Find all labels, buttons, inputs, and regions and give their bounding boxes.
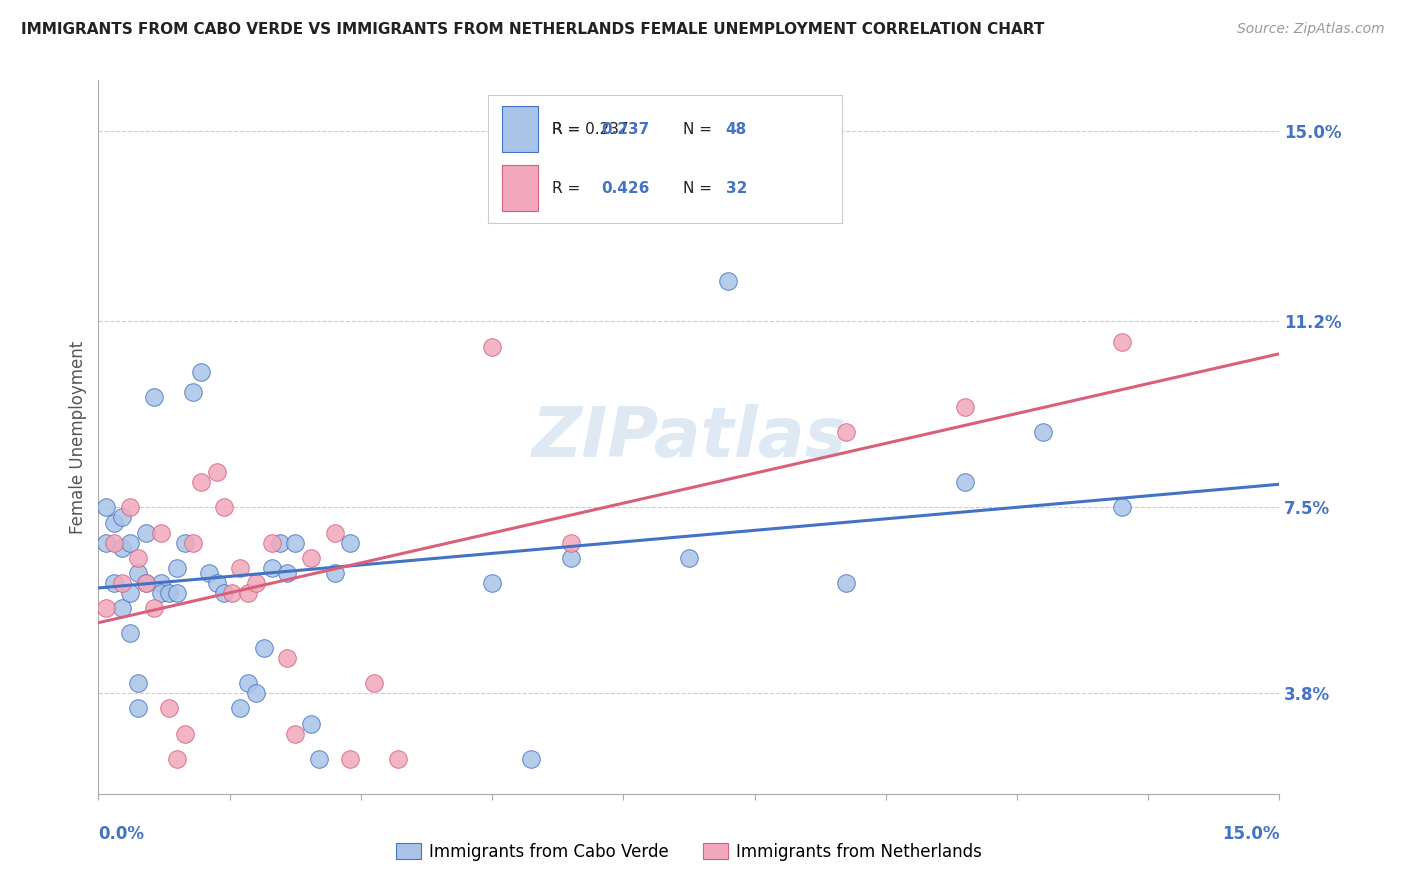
Point [127,550,149,565]
Point [157,586,180,600]
Point [197,566,219,580]
Point [214,586,236,600]
Point [150,525,173,540]
Point [135,525,157,540]
Point [181,535,204,549]
Point [253,641,276,656]
Point [339,752,361,766]
Point [678,550,700,565]
Text: 0.0%: 0.0% [98,825,145,843]
Point [111,575,134,590]
Point [96,535,118,549]
Point [717,274,740,288]
Point [166,586,188,600]
Point [127,566,149,580]
Point [520,752,543,766]
Point [214,500,236,515]
Point [150,575,173,590]
Point [103,575,125,590]
Point [260,560,283,574]
Point [560,550,582,565]
Point [1111,334,1133,349]
Point [166,752,188,766]
Point [323,525,346,540]
Point [190,475,212,490]
Point [481,575,503,590]
Point [308,752,330,766]
Point [229,701,252,715]
Point [835,575,858,590]
Point [103,535,125,549]
Point [1111,500,1133,515]
Point [118,500,141,515]
Point [481,340,503,354]
Point [142,390,165,404]
Point [174,535,197,549]
Point [276,651,298,665]
Point [118,586,141,600]
Point [323,566,346,580]
Point [299,716,322,731]
Point [118,535,141,549]
Point [284,726,307,740]
Point [174,726,197,740]
Point [245,686,267,700]
Point [157,701,180,715]
Point [835,425,858,439]
Point [953,475,976,490]
Point [166,560,188,574]
Legend: Immigrants from Cabo Verde, Immigrants from Netherlands: Immigrants from Cabo Verde, Immigrants f… [389,837,988,868]
Point [363,676,385,690]
Point [245,575,267,590]
Point [111,510,134,524]
Point [135,575,157,590]
Point [953,400,976,414]
Point [190,365,212,379]
Text: Source: ZipAtlas.com: Source: ZipAtlas.com [1237,22,1385,37]
Point [387,752,409,766]
Point [150,586,173,600]
Point [111,601,134,615]
Text: ZIPatlas: ZIPatlas [531,403,846,471]
Text: 15.0%: 15.0% [1222,825,1279,843]
Point [236,676,259,690]
Y-axis label: Female Unemployment: Female Unemployment [69,341,87,533]
Point [135,575,157,590]
Point [111,541,134,555]
Point [142,601,165,615]
Point [260,535,283,549]
Point [269,535,291,549]
Point [181,384,204,399]
Point [276,566,298,580]
Point [229,560,252,574]
Point [103,516,125,530]
Point [205,575,228,590]
Point [205,465,228,479]
Point [96,601,118,615]
Point [299,550,322,565]
Point [236,586,259,600]
Point [221,586,243,600]
Point [560,535,582,549]
Point [1032,425,1054,439]
Point [96,500,118,515]
Text: IMMIGRANTS FROM CABO VERDE VS IMMIGRANTS FROM NETHERLANDS FEMALE UNEMPLOYMENT CO: IMMIGRANTS FROM CABO VERDE VS IMMIGRANTS… [21,22,1045,37]
Point [127,676,149,690]
Point [339,535,361,549]
Point [118,626,141,640]
Point [284,535,307,549]
Point [127,701,149,715]
